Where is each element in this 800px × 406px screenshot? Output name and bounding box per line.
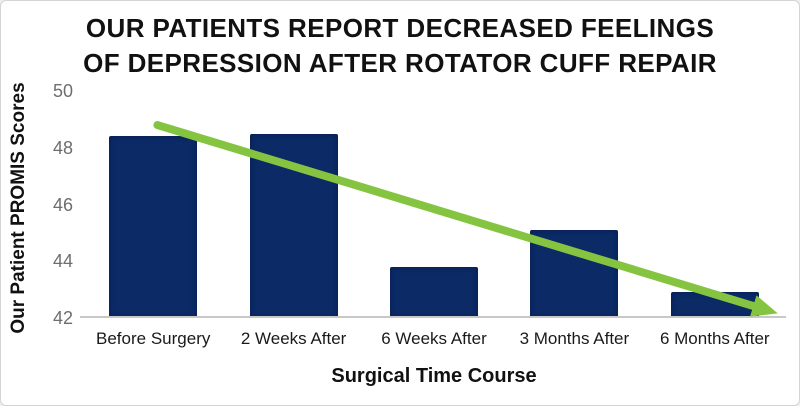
y-tick-label: 50 — [52, 81, 73, 101]
y-tick-label: 46 — [52, 194, 73, 215]
chart-title: OUR PATIENTS REPORT DECREASED FEELINGS O… — [1, 11, 799, 81]
x-tick-label: 6 Weeks After — [381, 329, 487, 348]
x-tick-label: 2 Weeks After — [240, 329, 347, 348]
chart-title-line2: OF DEPRESSION AFTER ROTATOR CUFF REPAIR — [83, 48, 717, 78]
bar-6-months-after — [670, 292, 759, 318]
x-axis-label: Surgical Time Course — [331, 365, 537, 387]
x-tick-label: 3 Months After — [519, 329, 630, 348]
y-tick-label: 48 — [52, 137, 73, 158]
bar-2-weeks-after — [249, 133, 338, 318]
bar-3-months-after — [530, 230, 619, 318]
y-tick-label: 44 — [52, 251, 73, 272]
bar-before-surgery — [109, 136, 198, 318]
y-axis-label: Our Patient PROMIS Scores — [8, 82, 29, 334]
x-tick-label: Before Surgery — [96, 329, 211, 348]
y-tick-label: 42 — [52, 308, 73, 328]
x-axis-line — [80, 316, 786, 318]
bar-6-weeks-after — [390, 266, 478, 318]
x-tick-label: 6 Months After — [659, 329, 770, 348]
chart-title-line1: OUR PATIENTS REPORT DECREASED FEELINGS — [85, 13, 715, 43]
